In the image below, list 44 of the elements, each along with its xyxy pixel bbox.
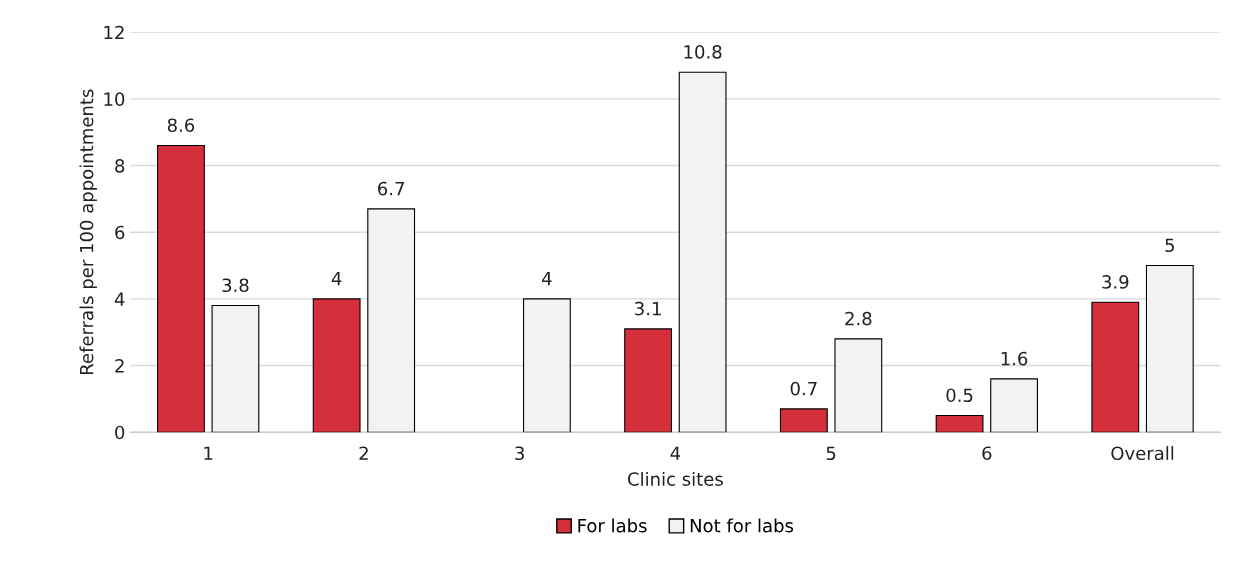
legend-label: Not for labs: [690, 518, 794, 533]
bar: [211, 304, 260, 433]
y-axis-title: Referrals per 100 appointments: [79, 89, 97, 375]
data-label: 3.9: [1102, 275, 1129, 289]
data-label: 0.5: [946, 388, 973, 403]
bar: [157, 144, 205, 433]
data-label: 3.1: [635, 301, 661, 316]
data-label: 4: [331, 271, 342, 286]
y-tick-label: 6: [115, 225, 125, 240]
bar: [367, 208, 416, 433]
x-axis-title: Clinic sites: [627, 471, 723, 486]
x-tick-label: Overall: [1111, 446, 1174, 461]
bar: [990, 378, 1038, 433]
data-label: 3.8: [222, 278, 249, 293]
legend-label: For labs: [578, 518, 647, 533]
x-tick-label: 5: [826, 446, 836, 461]
y-tick-label: 10: [104, 92, 125, 106]
data-label: 10.8: [684, 45, 722, 59]
bar: [624, 328, 673, 433]
bar: [935, 415, 984, 433]
data-label: 2.8: [845, 311, 872, 326]
y-tick-label: 0: [115, 425, 125, 440]
bar: [1145, 264, 1194, 433]
x-tick-label: 4: [670, 446, 681, 460]
x-tick-label: 6: [982, 446, 992, 461]
data-label: 8.6: [167, 118, 195, 133]
y-tick-label: 4: [114, 292, 125, 306]
x-tick-label: 3: [515, 446, 524, 461]
bar: [1091, 301, 1140, 433]
data-label: 0.7: [790, 381, 817, 396]
x-tick-label: 1: [204, 446, 213, 460]
bar: [678, 71, 727, 433]
x-tick-label: 2: [359, 446, 368, 460]
bar: [312, 298, 361, 433]
data-label: 5: [1165, 238, 1174, 253]
bar: [779, 408, 828, 433]
bar: [834, 338, 883, 433]
data-label: 1.6: [1001, 351, 1028, 366]
y-tick-label: 12: [104, 25, 124, 40]
data-label: 6.7: [378, 181, 404, 196]
data-label: 4: [542, 271, 552, 286]
y-tick-label: 8: [115, 159, 125, 173]
y-tick-label: 2: [115, 359, 124, 373]
bar: [522, 298, 571, 433]
